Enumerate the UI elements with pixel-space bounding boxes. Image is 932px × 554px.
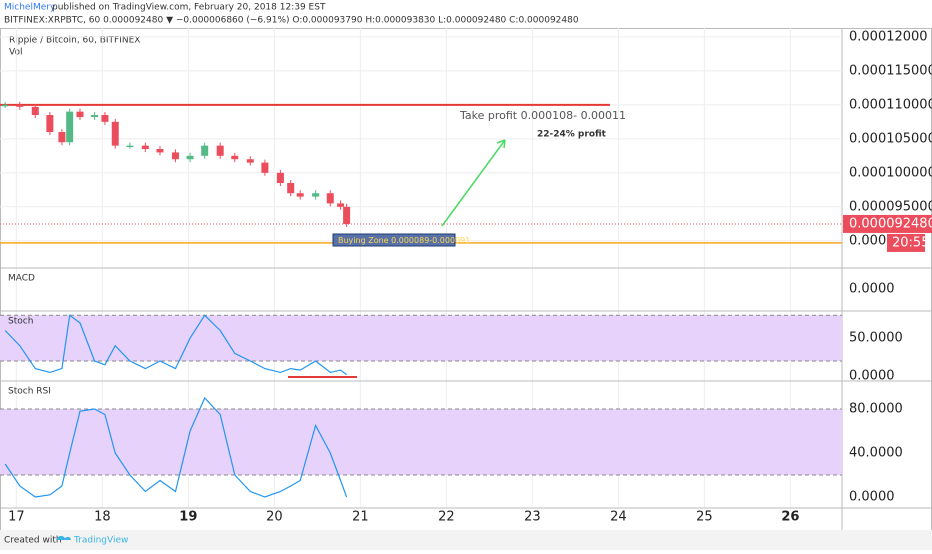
buying-zone-box (332, 233, 456, 247)
time-box (887, 233, 925, 252)
last-price-box (843, 214, 932, 233)
last-price-label: 0.000092480 (849, 216, 932, 231)
footer-bar (0, 530, 932, 550)
x-tick-label: 18 (94, 510, 111, 525)
y-tick-label: 0.000105000 (849, 131, 932, 146)
candle (126, 145, 134, 148)
candle (91, 115, 99, 118)
pane-title: Stoch RSI (8, 387, 51, 397)
y-tick-label: 0.0000 (849, 233, 895, 248)
candle (201, 145, 209, 156)
x-tick-label: 19 (179, 510, 197, 525)
profit-note: 22-24% profit (537, 130, 607, 140)
footer-created: Created with (4, 536, 62, 546)
pane-title: Stoch (8, 317, 33, 327)
symbol-line: BITFINEX:XRPBTC, 60 0.000092480 ▼ −0.000… (4, 16, 579, 26)
candle (186, 155, 194, 160)
candle (156, 149, 164, 153)
footer-brand[interactable]: TradingView (73, 536, 128, 546)
indicator-line (4, 396, 348, 498)
author[interactable]: MichelMery (4, 3, 56, 13)
candle (16, 104, 24, 107)
vol-label: Vol (9, 48, 22, 58)
time-label: 20:55 (892, 235, 929, 250)
y-tick-label: 0.000115000 (849, 63, 932, 78)
candle (287, 183, 295, 194)
candle (312, 193, 320, 197)
chart-title: Ripple / Bitcoin, 60, BITFINEX (9, 36, 140, 46)
candle (46, 115, 54, 133)
candle (101, 115, 109, 122)
indicator-line (4, 314, 347, 376)
candle (111, 121, 119, 146)
candle (66, 111, 74, 143)
y-tick-label: 0.000110000 (849, 97, 932, 112)
candle (326, 193, 334, 204)
candle (141, 145, 149, 150)
candle (216, 145, 224, 156)
buying-zone: Buying Zone 0.000089-0.000091 (338, 236, 470, 245)
logo (56, 535, 71, 540)
pane-title: MACD (8, 274, 35, 284)
candle (276, 172, 284, 184)
arrow-head (496, 139, 506, 149)
y-tick-label: 0.000095000 (849, 199, 932, 214)
y-tick-label: 0.0000 (849, 369, 895, 384)
y-tick-label: 50.0000 (849, 331, 903, 346)
x-tick-label: 23 (524, 510, 541, 525)
x-tick-label: 26 (781, 510, 799, 525)
arrow (441, 139, 506, 227)
y-tick-label: 0.00012000 (849, 29, 928, 44)
y-tick-label: 40.0000 (849, 445, 903, 460)
candle (171, 152, 179, 160)
candle (246, 159, 254, 163)
candle (261, 162, 269, 173)
candle (337, 203, 345, 207)
candle (343, 206, 351, 224)
candle (231, 155, 239, 160)
candle (1, 104, 9, 107)
x-tick-label: 20 (266, 510, 283, 525)
band (0, 408, 842, 475)
x-tick-label: 17 (8, 510, 25, 525)
candle (31, 106, 39, 116)
candle (58, 132, 66, 143)
band (0, 315, 842, 361)
y-tick-label: 0.0000 (849, 282, 895, 297)
x-tick-label: 25 (696, 510, 713, 525)
y-tick-label: 80.0000 (849, 401, 903, 416)
candle (296, 193, 304, 197)
y-tick-label: 0.0000 (849, 489, 895, 504)
candle (76, 111, 84, 118)
x-tick-label: 21 (352, 510, 369, 525)
x-tick-label: 22 (438, 510, 455, 525)
take-profit: Take profit 0.000108- 0.00011 (459, 109, 626, 122)
published: published on TradingView.com, February 2… (52, 3, 326, 13)
x-tick-label: 24 (610, 510, 627, 525)
y-tick-label: 0.000100000 (849, 165, 932, 180)
